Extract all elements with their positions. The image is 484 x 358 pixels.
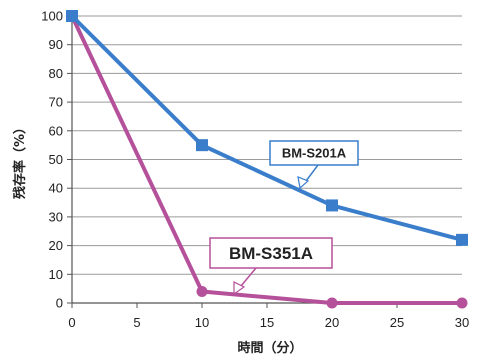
annotation-box-BM-S201A (269, 140, 359, 166)
x-tick-label: 25 (390, 315, 404, 330)
annotation-arrow-head (233, 281, 246, 296)
data-point-BM-S351A-30 (456, 297, 468, 309)
x-tick-label: 10 (195, 315, 209, 330)
y-tick-label: 80 (49, 66, 63, 81)
x-tick-label: 15 (260, 315, 274, 330)
y-tick-label: 30 (49, 209, 63, 224)
annotation-arrow-head (297, 176, 310, 190)
y-tick-label: 50 (49, 152, 63, 167)
y-tick-labels: 0 10 20 30 40 50 60 70 80 90 100 (41, 9, 63, 311)
annotation-arrow-line (240, 267, 257, 287)
series-line-BM-S351A (70, 15, 462, 305)
x-axis-label: 時間（分） (237, 340, 302, 356)
y-axis-label: 残存率（%） (12, 121, 28, 199)
annotations: BM-S201A BM-S351A (209, 140, 359, 296)
x-tick-labels: 0 5 10 15 20 25 30 (68, 315, 469, 330)
data-point-BM-S201A-30 (456, 233, 468, 246)
y-tick-label: 20 (49, 238, 63, 253)
y-tick-label: 100 (41, 9, 63, 24)
annotation-box-BM-S351A (209, 237, 333, 269)
x-tick-label: 5 (133, 315, 140, 330)
x-tick-label: 0 (68, 315, 75, 330)
y-tick-label: 90 (49, 37, 63, 52)
annotation-label: BM-S351A (229, 244, 313, 263)
annotation-label: BM-S201A (282, 146, 347, 161)
data-point-BM-S201A-20 (326, 199, 338, 212)
data-point-BM-S201A-10 (196, 139, 208, 152)
annotation-arrow-line (305, 164, 319, 182)
series-line-BM-S201A (70, 14, 463, 242)
data-point-BM-S201A-0 (66, 10, 78, 22)
grid-lines (72, 15, 462, 275)
series-group (66, 10, 468, 309)
x-tick-label: 30 (455, 315, 469, 330)
data-point-BM-S351A-20 (326, 297, 338, 309)
y-tick-label: 70 (49, 95, 63, 110)
data-point-BM-S351A-10 (196, 286, 208, 298)
y-tick-label: 40 (49, 181, 63, 196)
y-tick-label: 0 (56, 296, 63, 311)
y-tick-label: 60 (49, 123, 63, 138)
x-tick-label: 20 (325, 315, 339, 330)
y-tick-label: 10 (49, 267, 63, 282)
